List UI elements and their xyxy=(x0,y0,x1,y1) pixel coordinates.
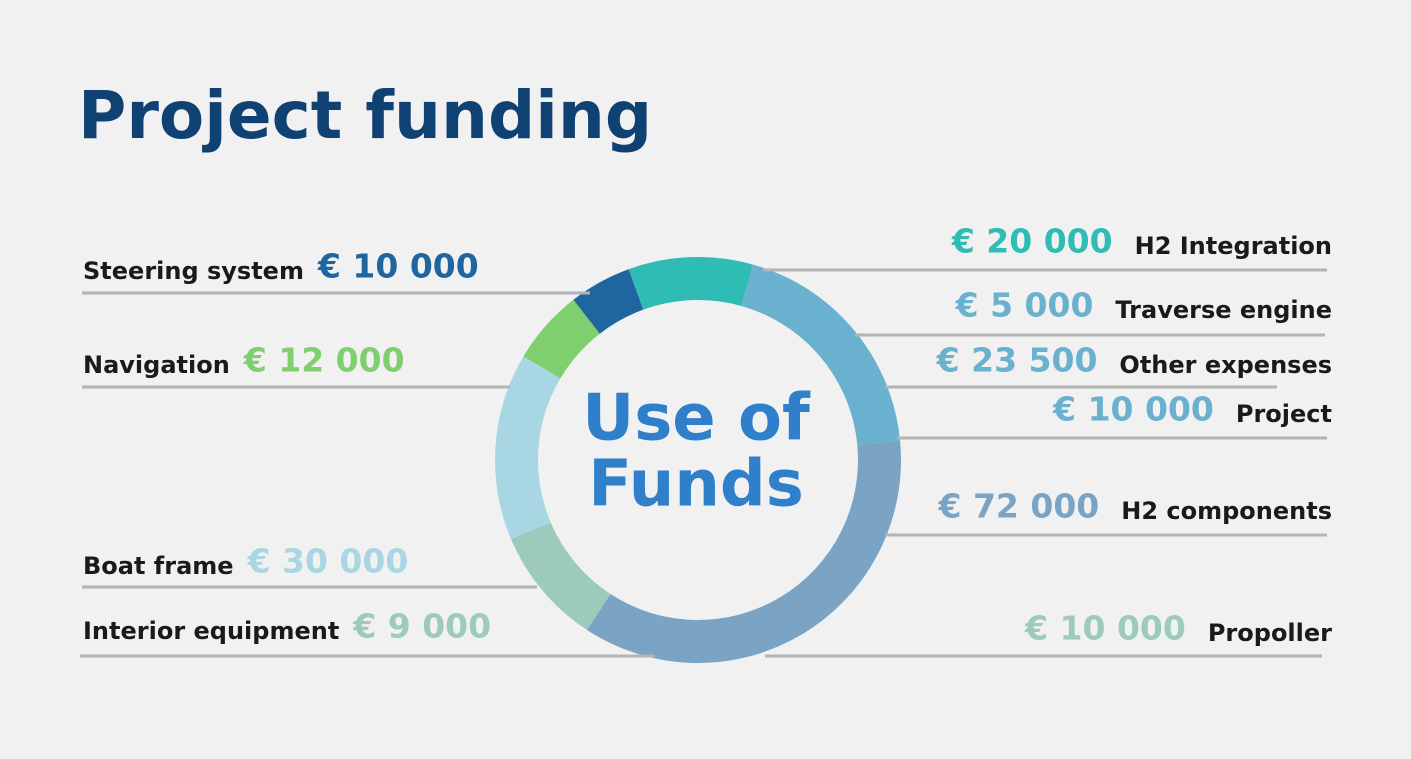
category-label: Propoller xyxy=(1208,619,1332,647)
donut-segment xyxy=(844,379,901,445)
value-label: € 5 000 xyxy=(955,286,1094,325)
category-label: Navigation xyxy=(83,351,230,379)
category-label: Interior equipment xyxy=(83,617,339,645)
category-label: Traverse engine xyxy=(1115,296,1332,324)
donut-segment xyxy=(573,269,644,334)
category-label: Project xyxy=(1236,400,1332,428)
category-label: Steering system xyxy=(83,257,304,285)
donut-segment xyxy=(741,264,783,315)
donut-segment xyxy=(764,275,885,397)
value-label: € 10 000 xyxy=(1024,609,1186,648)
donut-segment xyxy=(523,299,600,379)
value-label: € 10 000 xyxy=(1052,390,1214,429)
category-label: Boat frame xyxy=(83,552,234,580)
donut-segment xyxy=(511,522,574,588)
value-label: € 72 000 xyxy=(938,487,1100,526)
center-label: Use of xyxy=(582,382,811,456)
donut-segment xyxy=(540,560,611,630)
category-label: Other expenses xyxy=(1119,351,1332,379)
donut-segment xyxy=(495,356,561,540)
category-label: H2 components xyxy=(1121,497,1332,525)
value-label: € 9 000 xyxy=(352,607,491,646)
center-label: Funds xyxy=(588,448,804,522)
donut-segment xyxy=(628,257,754,310)
chart-title: Project funding xyxy=(78,77,652,154)
value-label: € 23 500 xyxy=(936,341,1098,380)
donut-segment xyxy=(586,440,901,663)
value-label: € 20 000 xyxy=(951,222,1113,261)
value-label: € 12 000 xyxy=(243,341,405,380)
value-label: € 30 000 xyxy=(247,542,409,581)
category-label: H2 Integration xyxy=(1135,232,1332,260)
value-label: € 10 000 xyxy=(317,247,479,286)
